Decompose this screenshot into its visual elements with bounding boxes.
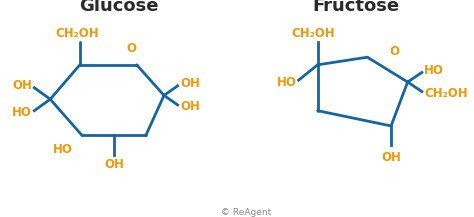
Text: O: O (126, 42, 136, 55)
Text: HO: HO (424, 64, 444, 77)
Text: OH: OH (381, 151, 401, 164)
Text: © ReAgent: © ReAgent (221, 208, 272, 217)
Title: Glucose: Glucose (79, 0, 158, 15)
Text: OH: OH (104, 158, 124, 171)
Text: HO: HO (12, 106, 32, 119)
Text: OH: OH (12, 79, 32, 92)
Text: HO: HO (276, 76, 296, 89)
Text: OH: OH (180, 77, 200, 90)
Text: OH: OH (180, 100, 200, 113)
Text: O: O (390, 45, 400, 58)
Text: CH₂OH: CH₂OH (56, 27, 100, 40)
Text: CH₂OH: CH₂OH (291, 27, 335, 40)
Text: HO: HO (53, 143, 73, 156)
Text: CH₂OH: CH₂OH (424, 87, 468, 100)
Title: Fructose: Fructose (312, 0, 399, 15)
